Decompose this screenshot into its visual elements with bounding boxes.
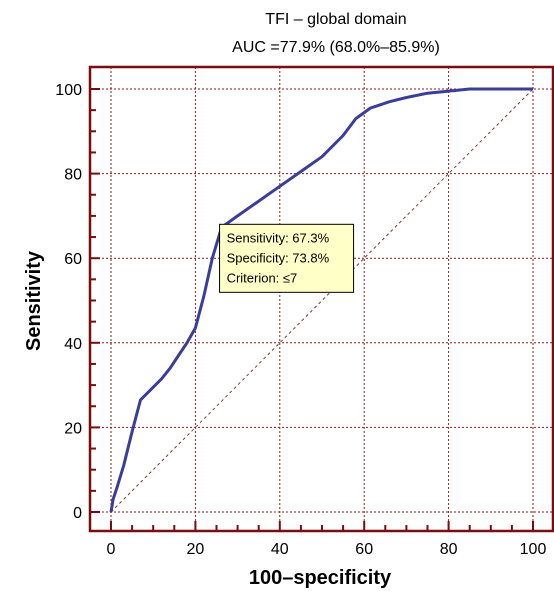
tooltip-sensitivity: Sensitivity: 67.3% <box>227 230 330 245</box>
roc-curve <box>109 87 533 513</box>
y-tick-label: 20 <box>64 420 82 437</box>
y-tick-label: 80 <box>64 167 82 184</box>
chart-title: TFI – global domain <box>265 11 406 28</box>
x-tick-label: 40 <box>271 541 289 558</box>
y-tick-label: 0 <box>73 505 82 522</box>
x-tick-label: 0 <box>107 541 116 558</box>
chart-subtitle: AUC =77.9% (68.0%–85.9%) <box>232 39 440 56</box>
tooltip-box <box>219 223 355 293</box>
y-tick-label: 100 <box>55 82 82 99</box>
tooltip-specificity: Specificity: 73.8% <box>227 250 330 265</box>
x-axis-title: 100–specificity <box>249 567 392 589</box>
diagonal-line <box>110 88 534 513</box>
x-tick-label: 80 <box>440 541 458 558</box>
x-tick-label: 60 <box>355 541 373 558</box>
plot-frame <box>88 65 554 533</box>
roc-curve-line <box>109 87 533 513</box>
y-axis-title: Sensitivity <box>23 250 45 351</box>
criterion-tooltip: Sensitivity: 67.3% Specificity: 73.8% Cr… <box>219 223 355 293</box>
y-tick-label: 60 <box>64 251 82 268</box>
y-tick-label: 40 <box>64 336 82 353</box>
y-axis: 0 20 40 60 80 100 <box>55 82 100 522</box>
x-tick-label: 20 <box>187 541 205 558</box>
grid <box>90 67 553 531</box>
reference-diagonal <box>110 88 534 513</box>
frame-border <box>88 65 554 533</box>
x-tick-label: 100 <box>520 541 547 558</box>
x-axis: 0 20 40 60 80 100 <box>107 521 547 558</box>
tooltip-criterion: Criterion: ≤7 <box>227 270 298 285</box>
